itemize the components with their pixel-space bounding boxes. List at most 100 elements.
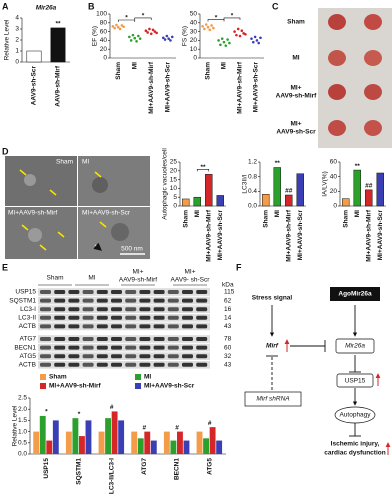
x-tick-label: MI+AAV9-sh-Scr <box>217 210 224 261</box>
blot-band <box>182 315 193 320</box>
blot-strip <box>38 314 210 322</box>
blot-band <box>96 298 108 303</box>
panel-label: A <box>2 1 9 11</box>
blot-band <box>54 315 66 320</box>
blot-band <box>111 315 122 320</box>
point <box>203 27 206 31</box>
point <box>204 23 208 26</box>
bar <box>105 418 112 454</box>
y-tick-label: 0 <box>173 203 177 210</box>
bar <box>193 196 201 207</box>
blot-group: MI <box>88 275 95 282</box>
blot-strip <box>38 322 210 331</box>
bar <box>163 431 170 454</box>
x-tick-label: Sham <box>205 62 212 80</box>
diagram-node: USP15 <box>345 378 366 385</box>
point <box>165 34 169 38</box>
significance: # <box>143 424 147 431</box>
blot-band <box>40 290 51 294</box>
y-tick-label: 15 <box>170 176 178 183</box>
point <box>161 36 165 40</box>
x-tick-label: LC3-II/LC3-I <box>108 458 115 494</box>
blot-protein: LC3-I <box>20 306 36 313</box>
blot-band <box>125 362 137 367</box>
blot-band <box>153 337 165 341</box>
bar <box>216 440 223 454</box>
point <box>111 25 115 28</box>
y-axis-label: IA/LV(%) <box>322 171 329 197</box>
point <box>155 31 158 35</box>
blot-band <box>54 298 66 303</box>
significance: * <box>45 409 48 416</box>
blot-band <box>139 337 151 341</box>
x-tick-label: MI <box>221 62 228 69</box>
bar <box>72 418 79 454</box>
bar <box>183 440 190 454</box>
y-tick-label: 4 <box>15 15 19 22</box>
x-tick-label: MI <box>194 210 201 217</box>
y-tick-label: 0.5 <box>18 440 27 447</box>
blot-band <box>139 298 151 303</box>
blot-band <box>54 354 66 359</box>
blot-band <box>196 307 208 312</box>
blot-band <box>153 307 165 312</box>
y-axis-label: Relative Level <box>4 19 11 60</box>
bar <box>50 27 66 63</box>
bar <box>98 431 105 454</box>
point <box>206 25 210 29</box>
y-tick-label: 10 <box>170 185 178 192</box>
blot-band <box>153 315 165 320</box>
blot-band <box>196 324 208 329</box>
bracket <box>196 169 210 172</box>
point <box>137 34 140 38</box>
y-tick-label: 80 <box>100 20 108 27</box>
photo-label: Sham <box>287 19 305 26</box>
x-tick-label: BECN1 <box>174 458 181 480</box>
blot-band <box>196 354 208 359</box>
point <box>222 40 226 44</box>
bar <box>170 440 177 454</box>
diagram-node: cardiac dysfunction <box>324 450 385 457</box>
significance: ## <box>285 188 293 195</box>
blot-band <box>125 307 137 312</box>
blot-band <box>82 315 94 320</box>
point <box>208 28 212 32</box>
blot-band <box>167 324 179 329</box>
blot-band <box>182 298 193 303</box>
bar <box>285 194 293 207</box>
blot-band <box>125 354 137 359</box>
blot-band <box>54 362 66 367</box>
significance: ** <box>355 163 361 170</box>
blot-band <box>182 307 193 312</box>
point <box>233 30 236 33</box>
blot-protein: SQSTM1 <box>9 297 36 304</box>
diagram-node: Mirf <box>266 343 279 350</box>
point <box>115 23 118 27</box>
x-tick-label: MI+AAV9-sh-Mirf <box>205 209 212 262</box>
point <box>153 30 157 33</box>
x-tick-label: Sham <box>342 210 349 228</box>
blot-band <box>82 298 94 303</box>
blot-band <box>54 345 66 350</box>
blot-band <box>96 354 108 359</box>
panel-label: C <box>272 1 279 11</box>
photo-label: AAV9-sh-Scr <box>276 129 316 136</box>
bar <box>296 173 304 207</box>
blot-band <box>125 345 137 350</box>
bar <box>203 438 210 454</box>
point <box>128 35 131 39</box>
diagram-node: Autophagy <box>339 412 371 419</box>
y-axis-label: Relative Level <box>12 405 19 446</box>
bar <box>65 431 72 454</box>
bar <box>26 50 42 63</box>
y-tick-label: 30 <box>190 28 198 35</box>
blot-band <box>82 290 94 294</box>
legend-swatch <box>40 383 46 389</box>
blot-band <box>68 354 80 359</box>
point <box>122 25 125 29</box>
blot-band <box>82 337 94 341</box>
point <box>146 31 149 34</box>
bar <box>144 431 151 454</box>
legend-label: MI+AAV9-sh-Scr <box>144 383 195 390</box>
y-tick-label: 3 <box>15 26 19 33</box>
